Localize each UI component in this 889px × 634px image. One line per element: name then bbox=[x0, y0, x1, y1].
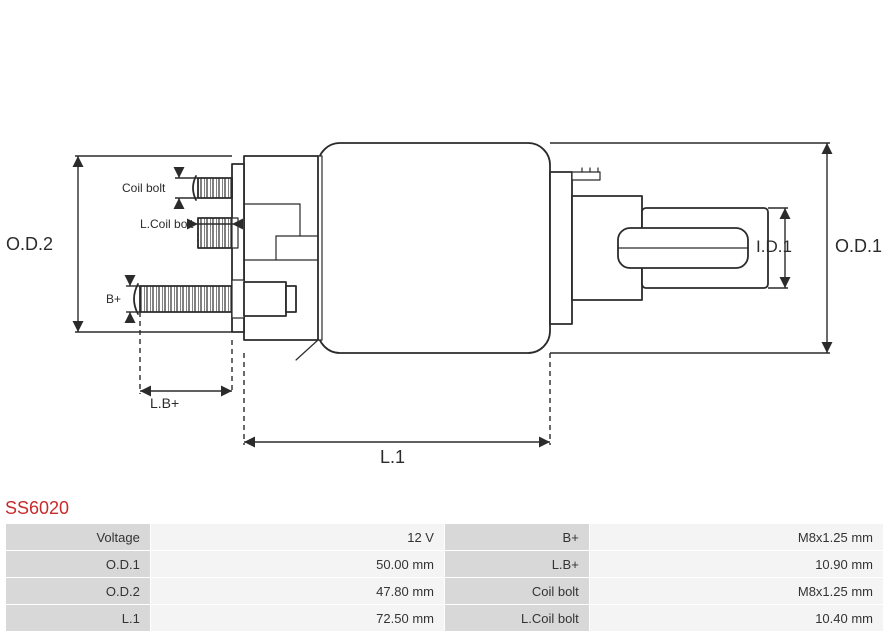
spec-label: O.D.2 bbox=[6, 578, 150, 604]
spec-value: 47.80 mm bbox=[151, 578, 444, 604]
spec-value: M8x1.25 mm bbox=[590, 578, 883, 604]
spec-value: 10.40 mm bbox=[590, 605, 883, 631]
label-od1: O.D.1 bbox=[835, 236, 882, 256]
label-bplus: B+ bbox=[106, 292, 121, 306]
spec-value: 72.50 mm bbox=[151, 605, 444, 631]
label-l1: L.1 bbox=[380, 447, 405, 467]
spec-label: O.D.1 bbox=[6, 551, 150, 577]
table-row: Voltage12 VB+M8x1.25 mm bbox=[6, 524, 883, 550]
diagram-area: O.D.1 I.D.1 O.D.2 L.1 L.B+ B+ Coil bolt … bbox=[0, 0, 889, 495]
spec-label: L.B+ bbox=[445, 551, 589, 577]
table-row: L.172.50 mmL.Coil bolt10.40 mm bbox=[6, 605, 883, 631]
spec-label: B+ bbox=[445, 524, 589, 550]
label-coilbolt: Coil bolt bbox=[122, 181, 166, 195]
label-od2: O.D.2 bbox=[6, 234, 53, 254]
spec-label: Coil bolt bbox=[445, 578, 589, 604]
label-id1: I.D.1 bbox=[756, 237, 792, 256]
spec-value: 12 V bbox=[151, 524, 444, 550]
table-row: O.D.247.80 mmCoil boltM8x1.25 mm bbox=[6, 578, 883, 604]
spec-label: Voltage bbox=[6, 524, 150, 550]
spec-label: L.Coil bolt bbox=[445, 605, 589, 631]
label-lbplus: L.B+ bbox=[150, 395, 179, 411]
technical-drawing: O.D.1 I.D.1 O.D.2 L.1 L.B+ B+ Coil bolt … bbox=[0, 0, 889, 495]
spec-table: Voltage12 VB+M8x1.25 mmO.D.150.00 mmL.B+… bbox=[5, 523, 884, 632]
spec-value: 50.00 mm bbox=[151, 551, 444, 577]
table-row: O.D.150.00 mmL.B+10.90 mm bbox=[6, 551, 883, 577]
spec-value: 10.90 mm bbox=[590, 551, 883, 577]
spec-value: M8x1.25 mm bbox=[590, 524, 883, 550]
label-lcoilbolt: L.Coil bolt bbox=[140, 217, 194, 231]
part-number: SS6020 bbox=[5, 498, 69, 519]
spec-label: L.1 bbox=[6, 605, 150, 631]
